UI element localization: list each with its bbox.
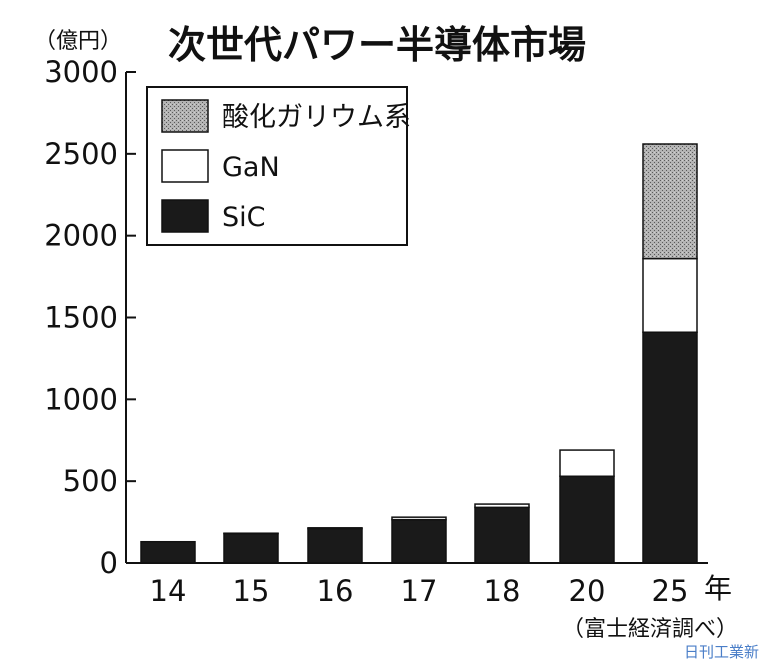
bar-segment-GaN: [559, 449, 615, 478]
bar-segment-GaN: [474, 503, 530, 509]
y-tick-label: 2000: [44, 219, 118, 253]
bar-segment-SiC: [140, 540, 196, 564]
legend-label: 酸化ガリウム系: [222, 102, 411, 133]
bars: [140, 143, 698, 564]
legend-swatch: [161, 149, 209, 183]
x-tick-label: 15: [233, 574, 270, 608]
x-tick-label: 16: [317, 574, 354, 608]
bar-segment-SiC: [642, 331, 698, 564]
legend-swatch: [161, 199, 209, 233]
y-tick-label: 3000: [44, 55, 118, 89]
legend: 酸化ガリウム系 GaN SiC: [146, 86, 411, 246]
x-tick-label: 25: [652, 574, 689, 608]
bar-segment-SiC: [391, 518, 447, 564]
bar-segment-GaN: [642, 257, 698, 333]
bar-segment-酸化ガリウム系: [642, 143, 698, 260]
x-axis: 14 15 16 17 18 20 25: [126, 562, 708, 608]
bar-segment-GaN: [307, 527, 363, 530]
legend-swatch: [161, 99, 209, 133]
y-tick-label: 1500: [44, 301, 118, 335]
x-tick-label: 20: [569, 574, 606, 608]
source-note: （富士経済調べ）: [562, 617, 738, 642]
bar-segment-SiC: [474, 506, 530, 564]
x-unit-label: 年: [704, 572, 732, 605]
bar-segment-GaN: [391, 516, 447, 521]
bar-segment-SiC: [307, 527, 363, 564]
legend-label: SiC: [222, 202, 266, 233]
legend-label: GaN: [222, 152, 280, 183]
x-tick-label: 18: [484, 574, 521, 608]
unit-label: （億円）: [34, 29, 122, 54]
x-tick-label: 17: [401, 574, 438, 608]
y-tick-label: 0: [100, 546, 118, 580]
y-tick-label: 1000: [44, 382, 118, 416]
credit-watermark: 日刊工業新聞: [684, 643, 760, 661]
x-tick-label: 14: [150, 574, 187, 608]
y-tick-label: 500: [63, 464, 118, 498]
y-axis: 0 500 1000 1500 2000 2500 3000: [44, 55, 136, 580]
chart-title: 次世代パワー半導体市場: [168, 23, 586, 67]
y-tick-label: 2500: [44, 137, 118, 171]
bar-segment-SiC: [223, 532, 279, 564]
bar-segment-SiC: [559, 475, 615, 564]
